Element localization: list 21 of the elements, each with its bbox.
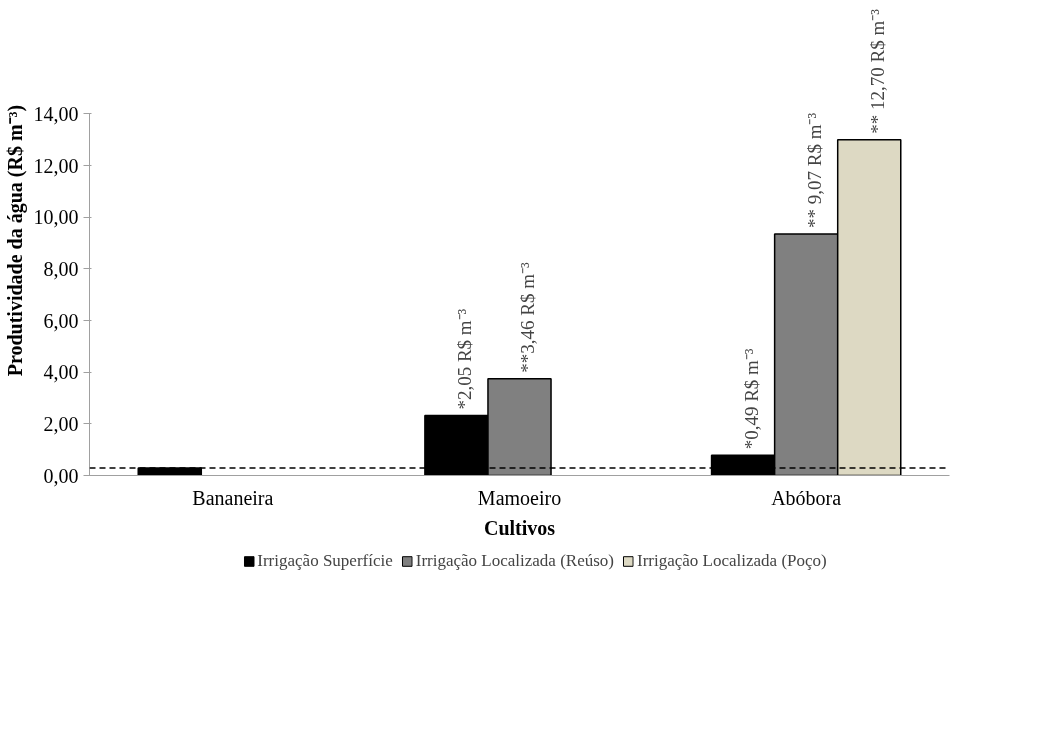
y-tick-label: 6,00 bbox=[43, 309, 79, 332]
y-axis-title: Produtividade da água (R$ m⁻³) bbox=[3, 104, 27, 377]
x-tick-label: Mamoeiro bbox=[477, 486, 562, 509]
legend-label: Irrigação Localizada (Reúso) bbox=[415, 551, 614, 571]
legend-label: Irrigação Superfície bbox=[257, 551, 393, 571]
y-tick-label: 14,00 bbox=[33, 102, 79, 125]
annotation: *2,05 R$ m⁻³ bbox=[453, 308, 475, 410]
y-tick-label: 2,00 bbox=[43, 412, 79, 435]
y-tick-label: 10,00 bbox=[33, 206, 79, 229]
y-tick-label: 4,00 bbox=[43, 361, 79, 384]
x-tick-label: Abóbora bbox=[771, 486, 842, 509]
y-tick-label: 12,00 bbox=[33, 154, 79, 177]
legend-label: Irrigação Localizada (Poço) bbox=[636, 551, 827, 571]
y-tick-label: 8,00 bbox=[43, 257, 79, 280]
y-tick-label: 0,00 bbox=[43, 464, 79, 487]
annotation: ** 12,70 R$ m⁻³ bbox=[866, 8, 888, 134]
annotation: *0,49 R$ m⁻³ bbox=[740, 348, 762, 450]
x-tick-label: Bananeira bbox=[192, 486, 274, 509]
annotation: **3,46 R$ m⁻³ bbox=[517, 261, 538, 373]
annotation: ** 9,07 R$ m⁻³ bbox=[803, 112, 825, 229]
x-axis-title: Cultivos bbox=[483, 516, 556, 539]
